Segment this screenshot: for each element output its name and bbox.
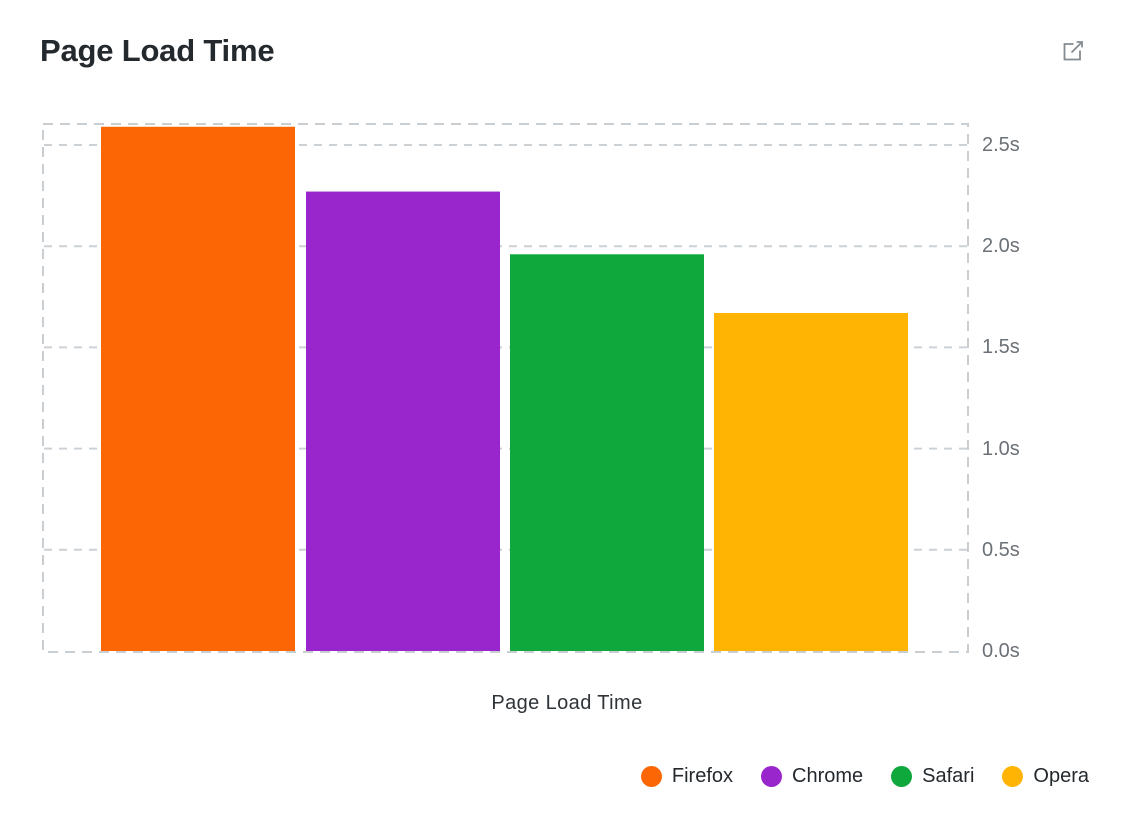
y-tick-2.0s: 2.0s [982,235,1020,258]
legend-item-opera[interactable]: Opera [1002,765,1089,788]
x-axis-title: Page Load Time [491,692,643,714]
legend-label-chrome: Chrome [792,765,864,787]
bar-chrome[interactable] [306,191,500,651]
legend-label-opera: Opera [1033,765,1089,787]
page-title: Page Load Time [40,33,275,68]
bar-safari[interactable] [510,254,704,651]
legend-swatch-opera-icon [1002,766,1024,787]
bar-opera[interactable] [714,312,908,651]
external-link-icon [1059,37,1087,68]
legend-swatch-safari-icon [891,766,913,787]
legend-label-safari: Safari [922,765,975,787]
y-tick-1.5s: 1.5s [982,336,1020,359]
legend-swatch-chrome-icon [761,766,783,787]
y-tick-2.5s: 2.5s [982,134,1020,156]
legend-swatch-firefox-icon [640,766,662,787]
legend-item-chrome[interactable]: Chrome [761,765,863,788]
legend-label-firefox: Firefox [671,765,734,787]
y-tick-1.0s: 1.0s [982,437,1020,460]
bar-chart-plot-area [42,123,969,653]
legend-item-firefox[interactable]: Firefox [640,765,734,788]
expand-chart-button[interactable] [1058,37,1088,67]
y-tick-0.5s: 0.5s [982,538,1020,561]
bar-chart-svg [42,123,969,653]
plot-frame [42,123,969,653]
legend-item-safari[interactable]: Safari [891,765,974,788]
chart-legend: Firefox Chrome Safari Opera [640,765,1089,788]
bar-firefox[interactable] [101,126,295,651]
y-tick-0.0s: 0.0s [982,640,1020,662]
